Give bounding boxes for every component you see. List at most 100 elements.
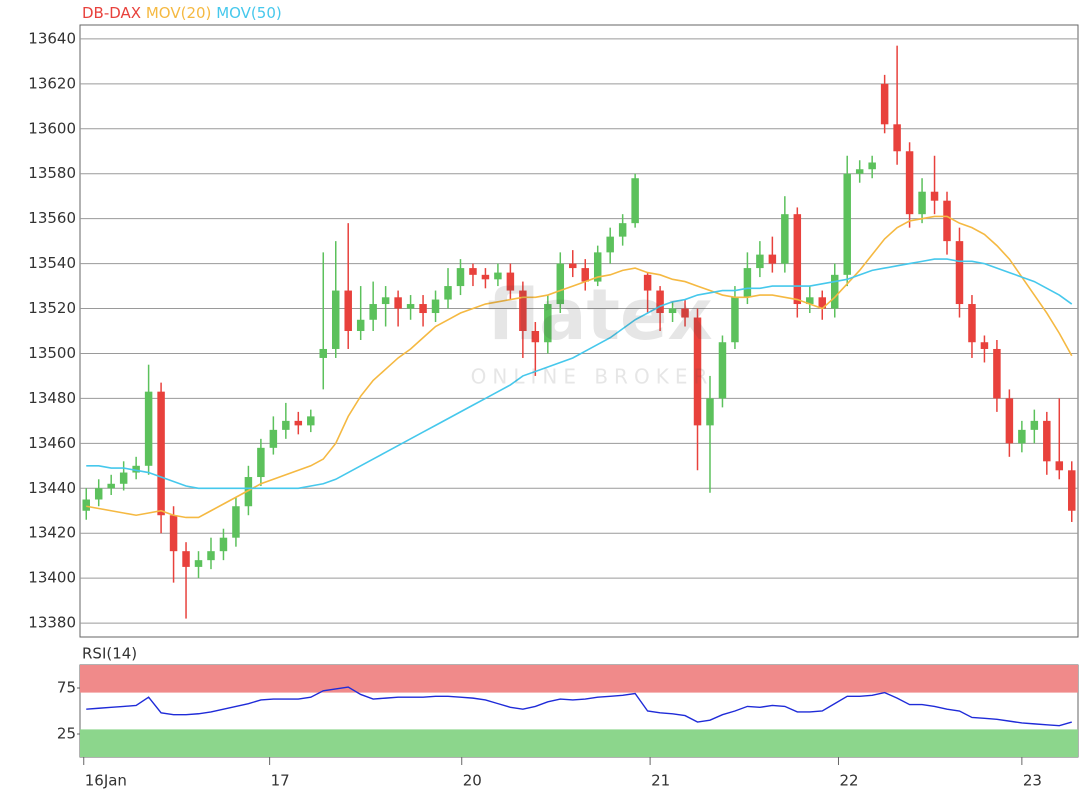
watermark: flatex ONLINE BROKER xyxy=(471,274,713,388)
watermark-logo: flatex xyxy=(487,274,712,356)
candle-body xyxy=(930,191,939,201)
candle-body xyxy=(1068,470,1076,511)
candle-body xyxy=(257,447,265,478)
candle-body xyxy=(868,162,876,170)
candle-body xyxy=(893,124,901,152)
candle-body xyxy=(955,241,964,305)
x-tick-label: 21 xyxy=(651,772,670,790)
y-tick-label: 13500 xyxy=(28,344,76,362)
candle-body xyxy=(282,420,290,430)
candle-body xyxy=(456,268,465,287)
y-tick-label: 13560 xyxy=(28,209,76,227)
candle-body xyxy=(419,304,427,314)
candle-body xyxy=(369,304,377,320)
candle-body xyxy=(618,223,627,237)
x-tick-label: 23 xyxy=(1023,772,1042,790)
candle-body xyxy=(1030,420,1039,430)
candle-body xyxy=(643,274,652,291)
y-tick-label: 13440 xyxy=(28,479,76,497)
candle-body xyxy=(469,268,477,275)
y-tick-label: 75 xyxy=(57,679,76,697)
y-tick-label: 25 xyxy=(57,725,76,743)
y-tick-label: 13620 xyxy=(28,74,76,92)
candle-body xyxy=(768,254,777,264)
candle-body xyxy=(1005,398,1014,444)
y-tick-label: 13420 xyxy=(28,524,76,542)
candle-body xyxy=(82,499,90,511)
candle-body xyxy=(581,268,589,282)
candle-body xyxy=(843,173,851,275)
candle-body xyxy=(756,254,764,269)
x-tick-label: 20 xyxy=(463,772,482,790)
candle-body xyxy=(830,274,839,309)
legend-entry: MOV(50) xyxy=(216,4,282,22)
x-tick-label: 22 xyxy=(839,772,858,790)
candle-body xyxy=(531,331,540,343)
candle-body xyxy=(294,420,303,426)
candle-body xyxy=(606,236,614,253)
candle-body xyxy=(182,551,190,567)
candle-body xyxy=(706,398,714,426)
candle-body xyxy=(1018,429,1026,444)
y-tick-label: 13480 xyxy=(28,389,76,407)
candle-body xyxy=(718,342,727,399)
candle-body xyxy=(94,488,103,500)
candle-body xyxy=(319,348,328,358)
candle-body xyxy=(918,191,926,215)
candle-body xyxy=(232,506,240,538)
x-tick-label: 16Jan xyxy=(85,772,127,790)
candle-body xyxy=(194,560,203,567)
moving-average-line xyxy=(86,215,1073,519)
candle-body xyxy=(693,317,702,426)
candle-body xyxy=(806,297,814,305)
rsi-line xyxy=(86,686,1072,727)
candle-body xyxy=(269,429,278,448)
candle-body xyxy=(905,151,914,215)
candle-body xyxy=(107,483,115,489)
candle-body xyxy=(681,308,689,318)
candle-body xyxy=(980,342,989,349)
y-tick-label: 13400 xyxy=(28,569,76,587)
y-tick-label: 13540 xyxy=(28,254,76,272)
candle-body xyxy=(743,268,752,298)
candle-body xyxy=(855,169,864,174)
candle-body xyxy=(244,477,253,507)
candle-body xyxy=(444,286,452,300)
x-tick-label: 17 xyxy=(271,772,290,790)
candle-body xyxy=(207,551,215,561)
candle-body xyxy=(494,272,502,280)
candle-body xyxy=(818,297,827,309)
price-panel xyxy=(79,24,1079,638)
candle-body xyxy=(556,263,565,305)
candle-body xyxy=(781,214,789,264)
candle-body xyxy=(880,83,889,125)
candle-body xyxy=(519,290,527,331)
candle-body xyxy=(144,391,153,466)
candle-body xyxy=(381,297,390,305)
candle-body xyxy=(344,290,352,331)
legend-entry: MOV(20) xyxy=(146,4,212,22)
rsi-band xyxy=(80,665,1078,693)
candle-body xyxy=(968,304,976,343)
y-tick-label: 13600 xyxy=(28,119,76,137)
candle-body xyxy=(656,290,664,314)
y-tick-label: 13520 xyxy=(28,299,76,317)
candle-body xyxy=(569,263,577,269)
candle-body xyxy=(1043,420,1051,462)
candle-body xyxy=(132,465,140,473)
legend: DB-DAX MOV(20) MOV(50) xyxy=(82,4,282,22)
candle-body xyxy=(431,299,440,314)
y-tick-label: 13640 xyxy=(28,29,76,47)
candle-body xyxy=(544,304,552,343)
candle-body xyxy=(331,290,340,349)
candle-body xyxy=(631,178,639,224)
y-tick-label: 13460 xyxy=(28,434,76,452)
candle-body xyxy=(993,348,1001,399)
legend-entry: RSI(14) xyxy=(82,645,137,663)
y-tick-label: 13580 xyxy=(28,164,76,182)
candle-body xyxy=(793,214,802,305)
candle-body xyxy=(668,308,677,314)
moving-average-line xyxy=(86,258,1073,490)
candle-body xyxy=(406,304,415,309)
candle-body xyxy=(394,297,402,309)
